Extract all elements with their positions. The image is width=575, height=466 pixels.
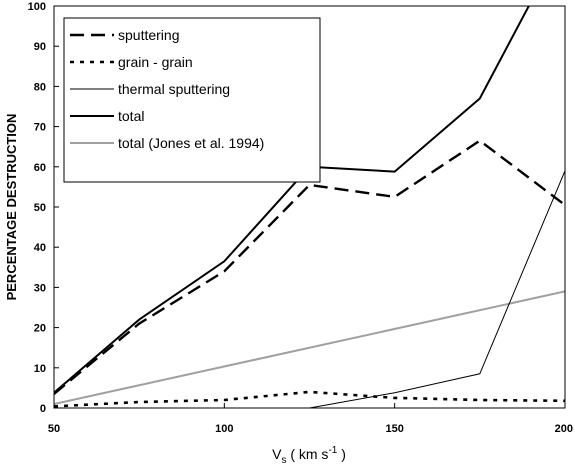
x-axis-title-subscript: s bbox=[281, 455, 286, 466]
x-tick-label: 100 bbox=[215, 423, 233, 435]
legend-label-sputtering: sputtering bbox=[118, 27, 179, 43]
y-tick-label: 70 bbox=[34, 122, 46, 134]
y-tick-label: 20 bbox=[34, 323, 46, 335]
x-tick-label: 200 bbox=[555, 423, 573, 435]
y-tick-label: 80 bbox=[34, 81, 46, 93]
y-tick-label: 90 bbox=[34, 41, 46, 53]
y-tick-label: 30 bbox=[34, 282, 46, 294]
y-tick-label: 40 bbox=[34, 242, 46, 254]
x-axis-title-units: ( km s bbox=[286, 446, 328, 462]
legend-label-total: total bbox=[118, 108, 144, 124]
x-axis-title-main: V bbox=[272, 446, 282, 462]
y-tick-label: 0 bbox=[40, 403, 46, 415]
y-tick-label: 100 bbox=[28, 1, 46, 13]
y-axis-title: PERCENTAGE DESTRUCTION bbox=[4, 114, 19, 301]
ticks: 0 10 20 30 40 50 60 70 80 90 100 50 100 150 200 bbox=[28, 1, 573, 435]
x-axis-title-superscript: -1 bbox=[328, 445, 337, 456]
series-line-thermal-sputtering bbox=[309, 170, 565, 409]
legend-label-thermal-sputtering: thermal sputtering bbox=[118, 81, 230, 97]
y-tick-label: 60 bbox=[34, 162, 46, 174]
x-tick-label: 150 bbox=[385, 423, 403, 435]
legend: sputtering grain - grain thermal sputterin… bbox=[63, 17, 321, 183]
x-axis-title-close: ) bbox=[337, 446, 346, 462]
series-line-sputtering bbox=[54, 139, 565, 395]
x-axis-title: Vs ( km s-1 ) bbox=[272, 445, 346, 466]
legend-frame bbox=[63, 17, 321, 183]
y-tick-label: 50 bbox=[34, 202, 46, 214]
x-tick-label: 50 bbox=[48, 423, 60, 435]
series-line-total-jones-et-al-1994 bbox=[54, 290, 565, 405]
legend-label-grain-grain: grain - grain bbox=[118, 54, 193, 70]
legend-label-total-jones-et-al-1994: total (Jones et al. 1994) bbox=[118, 135, 264, 151]
y-tick-label: 10 bbox=[34, 363, 46, 375]
series-line-grain-grain bbox=[54, 390, 565, 408]
